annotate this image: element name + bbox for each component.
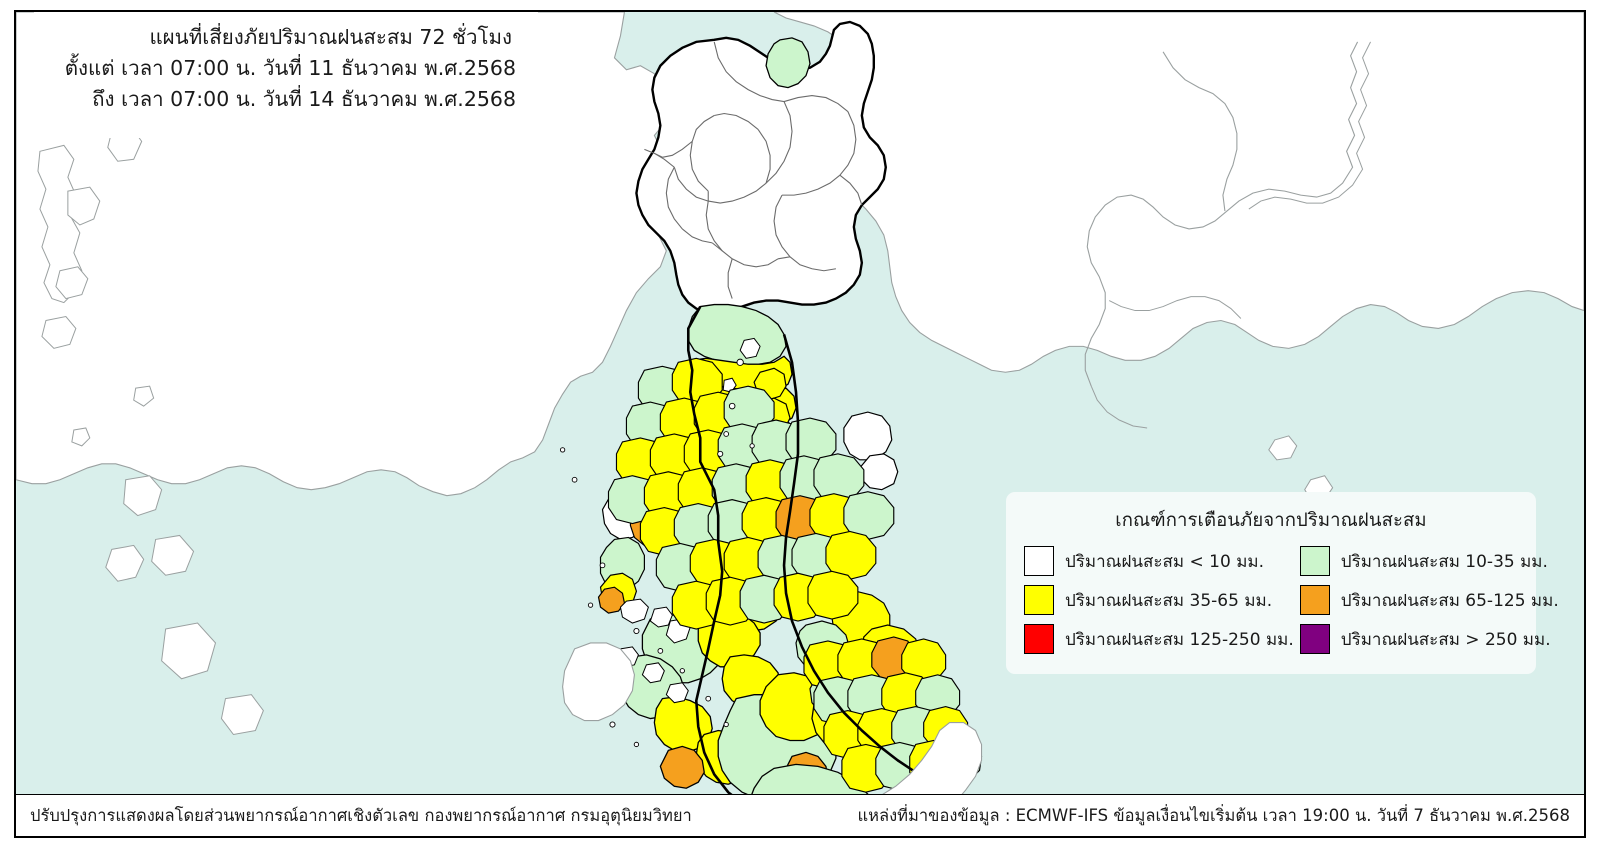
map-canvas — [16, 12, 1584, 836]
island-mergui-7 — [220, 694, 264, 736]
legend-label-125-250: ปริมาณฝนสะสม 125-250 มม. — [1065, 629, 1294, 650]
map-geography — [16, 12, 1584, 836]
footer-credit: ปรับปรุงการแสดงผลโดยส่วนพยากรณ์อากาศเชิง… — [30, 805, 692, 825]
legend-label-35-65: ปริมาณฝนสะสม 35-65 มม. — [1065, 590, 1273, 611]
legend-item-gt250: ปริมาณฝนสะสม > 250 มม. — [1299, 624, 1559, 654]
district-green-north-1 — [765, 37, 811, 89]
island-mergui-3 — [123, 475, 163, 517]
district-white-gulf-enclave — [843, 411, 893, 461]
island-dot — [599, 562, 606, 569]
island-dot — [559, 447, 566, 453]
island-dot — [633, 741, 640, 748]
island-dot — [657, 648, 664, 654]
title-line-1: แผนที่เสี่ยงภัยปริมาณฝนสะสม 72 ชั่วโมง — [149, 25, 512, 49]
island-small-w2 — [133, 385, 155, 407]
legend-label-65-125: ปริมาณฝนสะสม 65-125 มม. — [1340, 590, 1559, 611]
district-mosaic — [607, 357, 895, 630]
island-mergui-4 — [151, 534, 195, 576]
legend-item-65-125: ปริมาณฝนสะสม 65-125 มม. — [1299, 585, 1559, 615]
legend-item-10-35: ปริมาณฝนสะสม 10-35 มม. — [1299, 546, 1559, 576]
scattered-islands — [559, 358, 755, 748]
district-orange-mid-1 — [659, 745, 705, 789]
island-dot — [609, 721, 616, 728]
district-cell — [807, 570, 859, 620]
island-dot — [717, 450, 724, 457]
legend-swatch-65-125 — [1299, 585, 1330, 615]
border-line-east-inland — [1108, 296, 1242, 319]
legend-swatch-10-35 — [1299, 546, 1330, 576]
island-dot — [705, 695, 712, 702]
footer-bar: ปรับปรุงการแสดงผลโดยส่วนพยากรณ์อากาศเชิง… — [16, 794, 1584, 836]
island-small-w1 — [71, 427, 91, 447]
island-dot — [571, 476, 578, 483]
island-phiphi — [649, 606, 673, 628]
title-line-2: ตั้งแต่ เวลา 07:00 น. วันที่ 11 ธันวาคม … — [64, 56, 516, 81]
island-gulf-tiny-1 — [722, 377, 737, 393]
legend-label-lt10: ปริมาณฝนสะสม < 10 มม. — [1065, 551, 1265, 572]
legend-swatch-lt10 — [1024, 546, 1054, 576]
footer-source: แหล่งที่มาของข้อมูล : ECMWF-IFS ข้อมูลเง… — [857, 805, 1570, 825]
border-line-south-cambodia — [1090, 385, 1148, 429]
title-line-3: ถึง เวลา 07:00 น. วันที่ 14 ธันวาคม พ.ศ.… — [92, 87, 516, 112]
island-cluster-west-b — [55, 266, 89, 300]
island-mergui-6 — [161, 622, 217, 680]
island-dot — [633, 627, 640, 635]
legend-swatch-gt250 — [1299, 624, 1330, 654]
district-orange-phuket-tip — [597, 586, 626, 614]
island-cluster-west-c — [41, 315, 77, 349]
central-north-province-lines — [644, 41, 863, 299]
island-dot — [728, 402, 736, 410]
district-cell — [843, 491, 895, 541]
legend-title: เกณฑ์การเตือนภัยจากปริมาณฝนสะสม — [1115, 510, 1427, 531]
district-green-phetchaburi — [687, 303, 787, 365]
legend-item-125-250: ปริมาณฝนสะสม 125-250 มม. — [1024, 624, 1294, 654]
legend-swatch-125-250 — [1024, 624, 1054, 654]
district-cell — [825, 530, 877, 580]
legend-item-35-65: ปริมาณฝนสะสม 35-65 มม. — [1024, 585, 1294, 615]
legend-panel: เกณฑ์การเตือนภัยจากปริมาณฝนสะสม ปริมาณฝน… — [1006, 492, 1559, 674]
map-title-card: แผนที่เสี่ยงภัยปริมาณฝนสะสม 72 ชั่วโมง ต… — [34, 12, 538, 138]
border-line-west-neighbor — [1162, 51, 1238, 212]
island-dot — [679, 668, 685, 674]
island-cluster-west-a — [67, 186, 101, 226]
island-dot — [736, 358, 744, 366]
border-line-mekong-2 — [1248, 41, 1371, 210]
legend-item-lt10: ปริมาณฝนสะสม < 10 มม. — [1024, 546, 1294, 576]
legend-label-10-35: ปริมาณฝนสะสม 10-35 มม. — [1340, 551, 1548, 572]
legend-grid: ปริมาณฝนสะสม < 10 มม. ปริมาณฝนสะสม 10-35… — [1024, 546, 1559, 654]
island-mergui-5 — [105, 544, 145, 582]
legend-swatch-35-65 — [1024, 585, 1054, 615]
island-dot — [587, 602, 594, 608]
island-dot — [723, 431, 730, 437]
island-tao — [739, 337, 761, 359]
map-frame: แผนที่เสี่ยงภัยปริมาณฝนสะสม 72 ชั่วโมง ต… — [14, 10, 1586, 838]
island-phuket-small — [619, 598, 649, 624]
border-line-mekong — [1084, 41, 1359, 387]
legend-label-gt250: ปริมาณฝนสะสม > 250 มม. — [1340, 629, 1551, 650]
land-andaman-strip — [562, 642, 635, 722]
island-south-andaman-3 — [665, 682, 689, 704]
island-dot — [749, 443, 755, 449]
island-gulf-e1 — [1268, 435, 1298, 461]
island-dot — [723, 721, 729, 728]
island-south-andaman-2 — [641, 662, 665, 684]
